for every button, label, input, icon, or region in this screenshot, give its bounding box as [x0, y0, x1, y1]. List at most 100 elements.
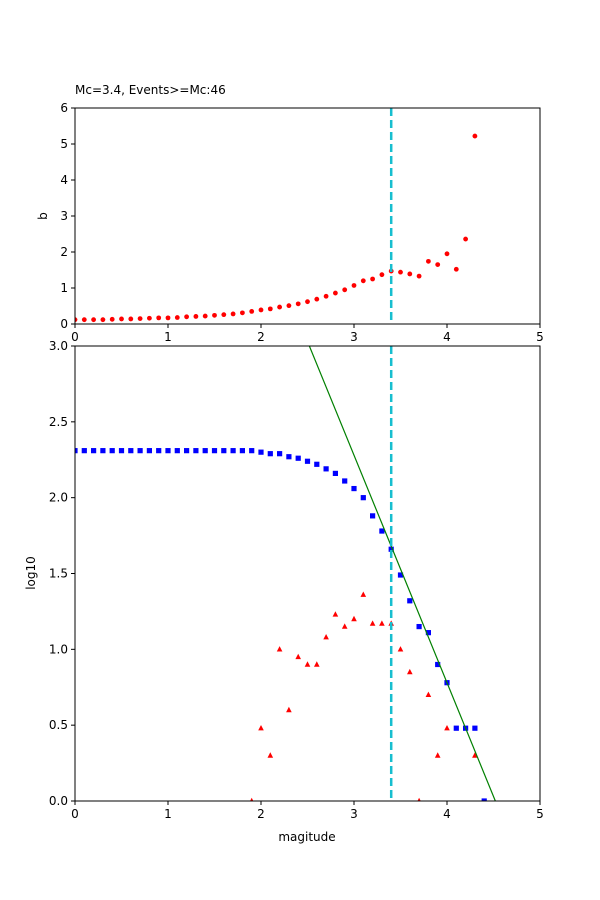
b-value-point [416, 273, 422, 279]
noncumulative-point [379, 620, 385, 626]
x-tick-label: 3 [350, 807, 358, 821]
b-value-point [453, 266, 459, 272]
cumulative-point [128, 448, 134, 454]
b-value-point [463, 236, 468, 242]
cumulative-point [397, 572, 404, 578]
noncumulative-point [258, 725, 264, 731]
cumulative-point [230, 448, 236, 454]
cumulative-point [239, 448, 245, 454]
x-tick-label: 5 [536, 330, 544, 344]
x-tick-label: 1 [164, 807, 172, 821]
b-value-point [75, 317, 78, 323]
b-value-point [174, 315, 180, 320]
b-value-point [240, 310, 245, 316]
bottom-y-ticks: 0.0 0.5 1.0 1.5 2.0 2.5 3.0 [49, 339, 75, 808]
b-value-series [75, 133, 478, 323]
noncumulative-point [314, 661, 320, 667]
y-tick-label: 6 [60, 101, 68, 115]
b-value-point [286, 303, 292, 309]
b-value-panel: Mc=3.4, Events>=Mc:46 0 1 2 3 4 5 0 1 2 3 4 5 6 b [36, 83, 544, 344]
b-value-point [137, 316, 143, 321]
b-value-point [165, 315, 171, 321]
b-value-point [277, 304, 282, 310]
cumulative-point [416, 623, 422, 630]
b-value-point [370, 276, 375, 282]
cumulative-point [425, 630, 431, 636]
b-value-point [305, 299, 310, 305]
cumulative-point [332, 470, 338, 476]
b-value-point [81, 317, 87, 323]
b-value-point [91, 317, 96, 323]
noncumulative-point [425, 691, 432, 698]
noncumulative-point [444, 725, 450, 731]
cumulative-point [91, 448, 97, 454]
cumulative-point [323, 466, 329, 472]
noncumulative-point [472, 752, 478, 758]
noncumulative-point [397, 646, 404, 652]
cumulative-point [351, 485, 357, 492]
noncumulative-point [276, 646, 283, 652]
cumulative-point [165, 448, 171, 454]
y-tick-label: 4 [60, 173, 68, 187]
cumulative-point [481, 798, 487, 801]
noncumulative-point [323, 634, 329, 640]
y-tick-label: 3.0 [49, 339, 68, 353]
b-value-point [398, 269, 403, 275]
log10-series [75, 346, 496, 801]
x-tick-label: 2 [257, 330, 265, 344]
cumulative-point [174, 448, 180, 454]
b-value-point [267, 306, 273, 312]
y-tick-label: 2 [60, 245, 68, 259]
b-value-point [128, 316, 134, 322]
b-value-point [202, 313, 208, 319]
b-value-point [147, 315, 152, 321]
cumulative-point [137, 448, 143, 454]
b-value-point [230, 311, 236, 317]
x-tick-label: 0 [71, 330, 79, 344]
bottom-axes-frame [74, 345, 541, 802]
cumulative-point [146, 448, 152, 454]
b-value-point [193, 314, 199, 319]
y-tick-label: 1 [60, 281, 68, 295]
log10-panel: 0 1 2 3 4 5 0.0 0.5 1.0 1.5 2.0 2.5 3.0 magitude lo… [24, 339, 544, 844]
y-tick-label: 2.0 [49, 491, 68, 505]
noncumulative-point [407, 668, 413, 675]
cumulative-point [277, 451, 283, 457]
b-value-point [351, 283, 357, 288]
cumulative-point [388, 546, 394, 552]
cumulative-point [156, 448, 162, 454]
cumulative-point [221, 448, 227, 454]
noncumulative-point [250, 797, 254, 801]
b-value-point [379, 272, 385, 278]
chart-title: Mc=3.4, Events>=Mc:46 [75, 83, 226, 97]
cumulative-point [193, 448, 199, 454]
cumulative-point [184, 448, 190, 454]
x-tick-label: 3 [350, 330, 358, 344]
b-value-point [295, 301, 301, 307]
cumulative-point [379, 528, 385, 534]
top-axes-frame [74, 107, 541, 325]
b-value-point [472, 133, 478, 139]
b-value-point [258, 307, 264, 313]
b-value-point [314, 296, 320, 302]
cumulative-point [202, 448, 208, 454]
cumulative-point [100, 448, 106, 454]
top-x-ticks: 0 1 2 3 4 5 [71, 324, 544, 344]
cumulative-point [304, 458, 311, 464]
cumulative-point [211, 448, 218, 454]
noncumulative-point [369, 620, 376, 626]
cumulative-point [267, 451, 273, 457]
y-tick-label: 1.0 [49, 642, 68, 656]
cumulative-point [360, 495, 366, 501]
cumulative-point [370, 513, 376, 519]
y-tick-label: 3 [60, 209, 68, 223]
b-value-point [249, 309, 255, 314]
x-tick-label: 0 [71, 807, 79, 821]
b-value-point [444, 251, 450, 257]
top-y-axis-label: b [36, 212, 50, 220]
b-value-point [212, 312, 217, 318]
bottom-x-axis-label: magitude [278, 830, 335, 844]
cumulative-point [75, 448, 78, 454]
noncumulative-point [286, 706, 292, 713]
y-tick-label: 0.5 [49, 718, 68, 732]
